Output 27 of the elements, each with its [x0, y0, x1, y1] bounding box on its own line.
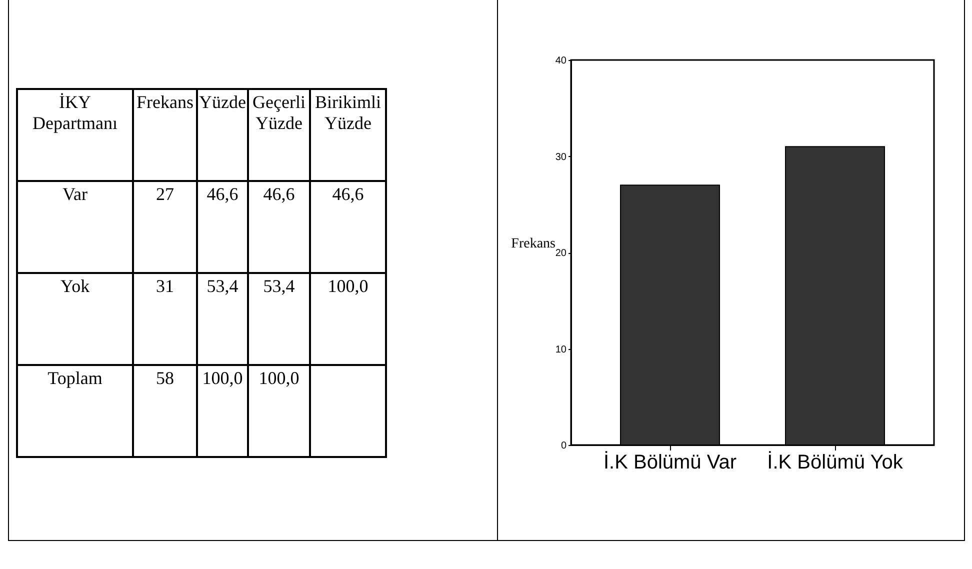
text: Var [17, 181, 133, 273]
text: 58 [133, 365, 197, 457]
y-tick-label: 20 [555, 248, 567, 259]
x-tick-label: İ.K Bölümü Var [603, 450, 737, 474]
y-tick-label: 30 [555, 152, 567, 163]
text: 46,6 [197, 181, 248, 273]
y-axis-title: Frekans [511, 236, 556, 252]
text: Birikimli Yüzde [310, 89, 386, 181]
text: İKY Departmanı [17, 89, 133, 181]
text: 27 [133, 181, 197, 273]
text: Geçerli Yüzde [248, 89, 310, 181]
text: 100,0 [310, 273, 386, 365]
text: 100,0 [248, 365, 310, 457]
text: 31 [133, 273, 197, 365]
text: Frekans [133, 89, 197, 181]
text: Yüzde [197, 89, 248, 181]
text: 46,6 [310, 181, 386, 273]
y-tick-label: 10 [555, 344, 567, 356]
text: 53,4 [197, 273, 248, 365]
y-tick-label: 40 [555, 56, 567, 66]
text: Toplam [17, 365, 133, 457]
text: 100,0 [197, 365, 248, 457]
text: 46,6 [248, 181, 310, 273]
text: 53,4 [248, 273, 310, 365]
text: Yok [17, 273, 133, 365]
x-tick-label: İ.K Bölümü Yok [767, 450, 904, 474]
y-tick-label: 0 [560, 440, 567, 452]
